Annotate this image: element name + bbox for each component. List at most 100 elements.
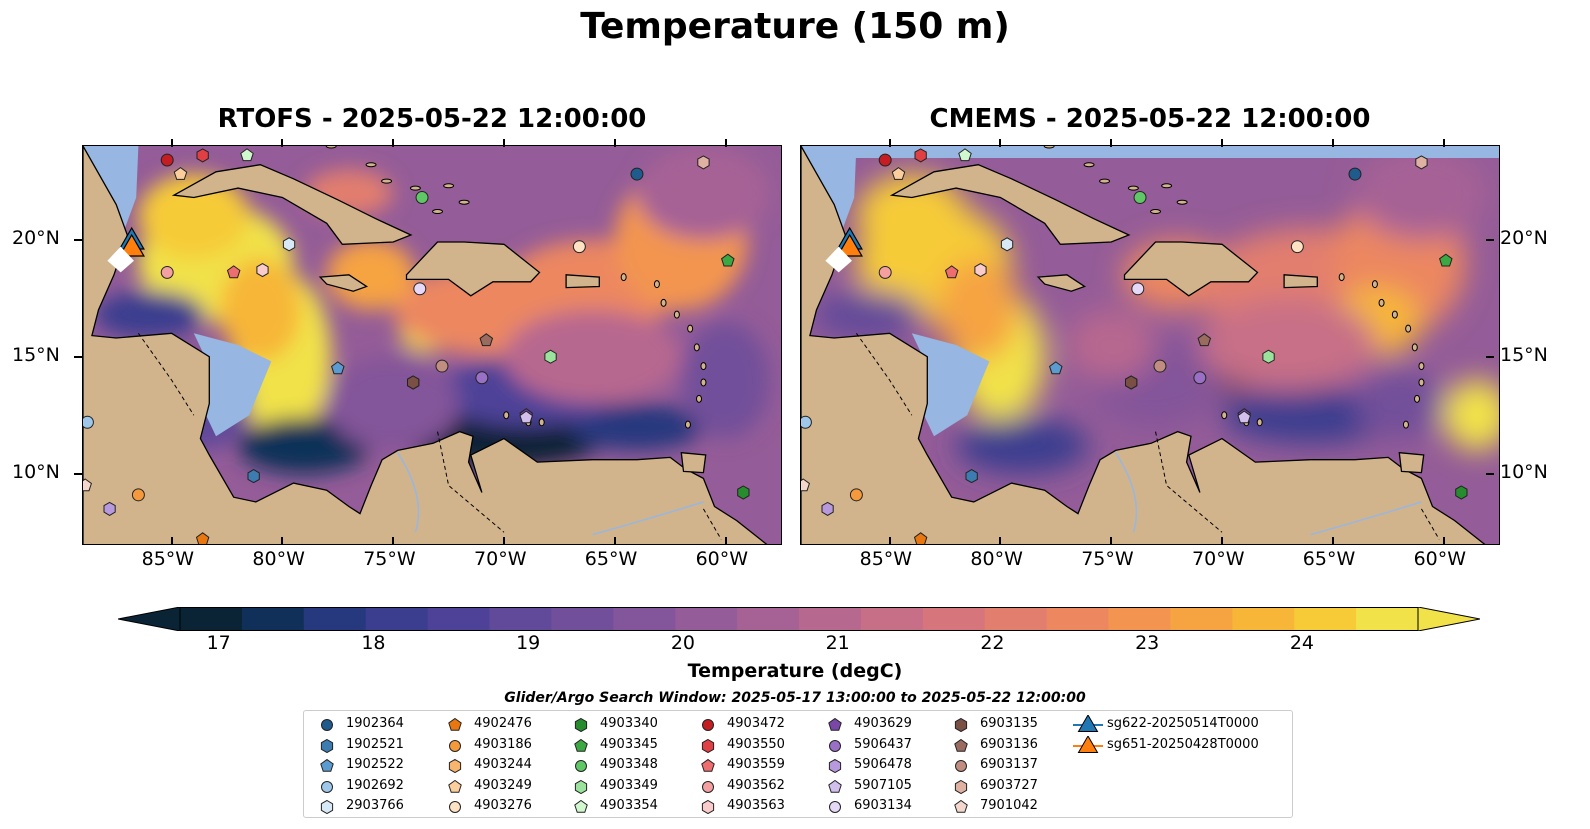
rtofs-map[interactable]	[82, 145, 782, 545]
y-tick-mark	[74, 472, 82, 475]
legend-item: 4903249	[440, 777, 565, 797]
float-marker-1902692[interactable]	[801, 415, 812, 429]
float-marker-1902522[interactable]	[331, 361, 345, 375]
glider-track-marker	[825, 246, 852, 273]
legend-item-label: 1902692	[346, 777, 404, 793]
colorbar-max-extension	[1417, 606, 1481, 632]
colorbar-segment	[922, 607, 986, 631]
pentagon-marker-icon	[574, 799, 588, 813]
legend-item: 4903559	[693, 756, 818, 776]
legend-item: 4903562	[693, 777, 818, 797]
float-marker-4903276[interactable]	[572, 240, 586, 254]
circle-marker-icon	[449, 739, 461, 752]
legend-item-label: 4903550	[727, 736, 785, 752]
float-marker-4903563[interactable]	[974, 263, 987, 278]
colorbar-segment	[1356, 607, 1419, 631]
float-marker-4903249[interactable]	[891, 166, 906, 180]
hexagon-marker-icon	[320, 799, 334, 815]
float-marker-1902692[interactable]	[83, 415, 94, 429]
cmems-map[interactable]	[800, 145, 1500, 545]
float-marker-2903766[interactable]	[1000, 237, 1014, 252]
colorbar-segment	[180, 607, 243, 631]
float-marker-4903472[interactable]	[878, 153, 892, 167]
float-marker-4903562[interactable]	[160, 265, 174, 279]
panel-title-rtofs: RTOFS - 2025-05-22 12:00:00	[217, 104, 647, 134]
float-marker-4903340[interactable]	[1455, 485, 1468, 500]
float-marker-4902476[interactable]	[195, 532, 210, 544]
glider-marker-sg651-20250428T0000[interactable]	[836, 233, 863, 257]
colorbar-tick-label: 18	[361, 632, 386, 654]
y-tick-label: 10°N	[12, 460, 60, 483]
float-marker-4903559[interactable]	[226, 265, 241, 279]
float-marker-4903562[interactable]	[878, 265, 892, 279]
float-marker-6903134[interactable]	[413, 282, 427, 296]
float-marker-4903354[interactable]	[240, 148, 254, 162]
y-tick-label: 15°N	[12, 343, 60, 366]
float-marker-4903354[interactable]	[958, 148, 972, 162]
float-marker-6903137[interactable]	[1153, 359, 1167, 373]
float-marker-4903345[interactable]	[1439, 253, 1453, 267]
legend-item-label: 5907105	[854, 777, 912, 793]
float-marker-4903348[interactable]	[415, 191, 429, 204]
float-marker-7901042[interactable]	[83, 478, 92, 492]
float-marker-5906437[interactable]	[1193, 371, 1207, 385]
float-marker-4903349[interactable]	[544, 349, 557, 364]
float-marker-4903345[interactable]	[721, 253, 735, 267]
x-tick-label: 65°W	[584, 548, 638, 570]
x-tick-label: 85°W	[141, 548, 195, 570]
glider-track-marker	[107, 246, 134, 273]
float-marker-5906478[interactable]	[103, 501, 116, 516]
float-marker-2903766[interactable]	[282, 237, 296, 252]
float-marker-6903134[interactable]	[1131, 282, 1145, 296]
legend-item-label: 1902522	[346, 757, 404, 772]
float-marker-4903550[interactable]	[196, 148, 209, 163]
float-marker-1902521[interactable]	[965, 469, 978, 484]
float-marker-6903136[interactable]	[479, 333, 494, 347]
float-marker-1902364[interactable]	[630, 167, 644, 181]
glider-marker-sg651-20250428T0000[interactable]	[118, 233, 145, 257]
float-marker-1902522[interactable]	[1049, 361, 1063, 375]
float-marker-4903186[interactable]	[849, 488, 863, 502]
colorbar-segment	[613, 607, 676, 631]
x-tick-label: 80°W	[970, 548, 1023, 570]
float-marker-5906437[interactable]	[475, 371, 489, 385]
float-marker-4903340[interactable]	[737, 485, 750, 500]
float-marker-7901042[interactable]	[801, 478, 810, 492]
float-marker-4903349[interactable]	[1262, 349, 1275, 364]
colorbar-segment	[1294, 607, 1357, 631]
x-tick-mark	[170, 537, 173, 545]
float-marker-6903135[interactable]	[407, 375, 420, 390]
float-marker-4903249[interactable]	[173, 166, 188, 180]
legend-item-label: 4903276	[474, 798, 532, 813]
colorbar-segment	[675, 607, 738, 631]
legend-item-label: 4903340	[600, 716, 658, 731]
float-marker-1902364[interactable]	[1348, 167, 1362, 181]
float-marker-4903186[interactable]	[131, 488, 145, 502]
colorbar-segment	[241, 607, 305, 631]
float-marker-4903348[interactable]	[1133, 191, 1147, 204]
float-marker-5907105[interactable]	[519, 410, 533, 424]
float-marker-1902521[interactable]	[247, 469, 260, 484]
circle-marker-icon	[829, 801, 841, 813]
float-marker-4902476[interactable]	[913, 532, 928, 544]
pentagon-marker-icon	[320, 758, 334, 772]
float-marker-5907105[interactable]	[1237, 410, 1251, 424]
circle-marker-icon	[449, 801, 461, 813]
x-tick-mark	[613, 537, 616, 545]
float-marker-6903727[interactable]	[1415, 155, 1428, 170]
hexagon-marker-icon	[954, 717, 968, 733]
pentagon-marker-icon	[828, 717, 842, 731]
float-marker-4903276[interactable]	[1290, 240, 1304, 254]
float-marker-4903563[interactable]	[256, 263, 269, 278]
float-marker-4903559[interactable]	[944, 265, 959, 279]
float-marker-6903135[interactable]	[1125, 375, 1138, 390]
float-marker-6903727[interactable]	[697, 155, 710, 170]
x-tick-mark	[1110, 139, 1113, 147]
float-marker-4903550[interactable]	[914, 148, 927, 163]
x-tick-mark	[1442, 537, 1445, 545]
float-marker-6903137[interactable]	[435, 359, 449, 373]
float-marker-5906478[interactable]	[821, 501, 834, 516]
legend-item: 4902476	[440, 715, 565, 735]
float-marker-4903472[interactable]	[160, 153, 174, 167]
float-marker-6903136[interactable]	[1197, 333, 1212, 347]
